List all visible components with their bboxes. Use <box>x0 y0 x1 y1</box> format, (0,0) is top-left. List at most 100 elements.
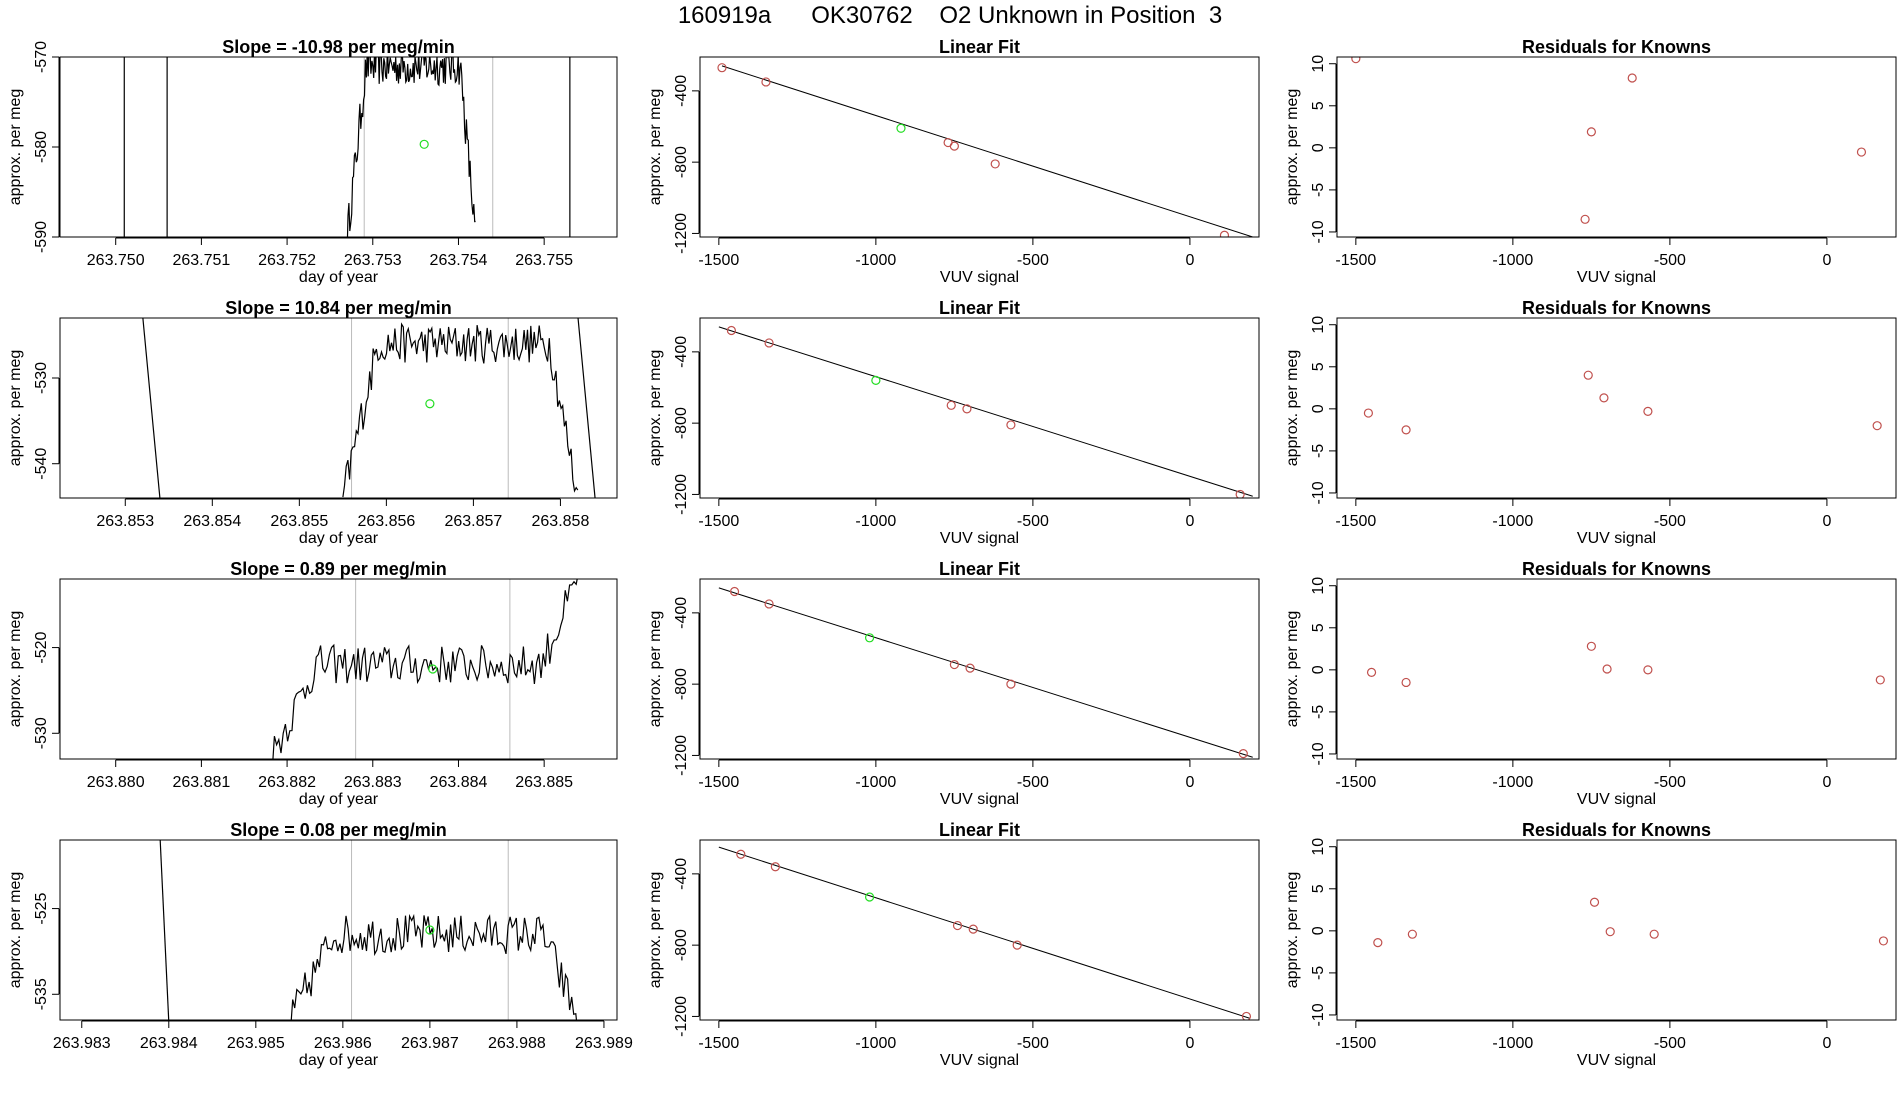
known-point <box>1006 420 1016 430</box>
known-point <box>1878 936 1889 946</box>
panel-title: Slope = -10.98 per meg/min <box>222 37 455 57</box>
x-axis-label: VUV signal <box>940 1052 1019 1069</box>
x-tick-label: 263.855 <box>270 513 328 530</box>
y-axis-label: approx. per meg <box>7 611 24 728</box>
known-point <box>952 920 963 931</box>
panel-title: Linear Fit <box>939 820 1020 840</box>
plot-frame <box>59 839 618 1021</box>
x-tick-label: -1000 <box>855 513 896 530</box>
x-tick-label: 263.989 <box>575 1035 633 1052</box>
x-tick-label: 263.882 <box>258 774 316 791</box>
known-point <box>1580 214 1590 224</box>
y-axis-label: approx. per meg <box>1284 350 1301 467</box>
x-tick-label: -1500 <box>698 774 739 791</box>
y-tick-label: -400 <box>673 75 690 107</box>
known-point <box>1219 230 1230 237</box>
plot-area <box>1363 370 1882 435</box>
x-tick-label: 263.853 <box>96 513 154 530</box>
plot-frame <box>699 317 1260 499</box>
x-axis-label: day of year <box>299 1052 379 1069</box>
x-tick-label: -1000 <box>1492 774 1533 791</box>
plot-area <box>272 579 578 759</box>
y-tick-label: -5 <box>1310 183 1327 197</box>
x-axis-label: VUV signal <box>1577 269 1656 286</box>
x-tick-label: -1500 <box>698 513 739 530</box>
fit-line <box>718 846 1250 1019</box>
x-axis-label: VUV signal <box>940 269 1019 286</box>
y-tick-label: 0 <box>1310 665 1327 674</box>
unknown-point <box>425 399 435 409</box>
panel-time-series-1: Slope = -10.98 per meg/min 263.750 263.751… <box>7 37 618 286</box>
y-tick-label: -10 <box>1310 481 1327 504</box>
known-point <box>726 325 737 336</box>
y-tick-label: -1200 <box>673 474 690 515</box>
panel-residuals-3: Residuals for Knowns -1500 -1000 -500 0 VUV s… <box>1284 559 1897 808</box>
known-point <box>1238 749 1248 759</box>
x-tick-label: -500 <box>1017 1035 1049 1052</box>
known-point <box>729 586 740 597</box>
y-tick-label: 5 <box>1310 623 1327 632</box>
x-tick-label: 263.985 <box>227 1035 285 1052</box>
panel-linear-fit-4: Linear Fit -1500 -1000 -500 0 VUV signal -400 -… <box>647 820 1260 1069</box>
unknown-point <box>419 139 429 149</box>
y-tick-label: 10 <box>1310 55 1327 73</box>
known-point <box>965 663 975 673</box>
known-point <box>770 862 780 872</box>
x-tick-label: 263.754 <box>430 252 488 269</box>
x-tick-label: 263.856 <box>357 513 415 530</box>
known-point <box>946 400 956 410</box>
y-tick-label: -400 <box>673 858 690 890</box>
plot-area <box>159 840 578 1020</box>
y-tick-label: 10 <box>1310 838 1327 856</box>
known-point <box>1589 897 1600 907</box>
known-point <box>1649 929 1659 939</box>
x-tick-label: 263.984 <box>140 1035 198 1052</box>
panel-linear-fit-2: Linear Fit -1500 -1000 -500 0 VUV signal -400 -… <box>647 298 1260 547</box>
y-tick-label: 5 <box>1310 101 1327 110</box>
plot-area <box>717 63 1253 237</box>
known-point <box>1602 664 1612 674</box>
panel-title: Residuals for Knowns <box>1522 820 1711 840</box>
x-tick-label: 263.883 <box>344 774 402 791</box>
x-tick-label: 263.857 <box>444 513 502 530</box>
y-tick-label: 10 <box>1310 316 1327 334</box>
y-axis-label: approx. per meg <box>647 89 664 206</box>
x-tick-label: -1500 <box>698 252 739 269</box>
y-tick-label: -570 <box>33 41 50 73</box>
y-axis-label: approx. per meg <box>7 350 24 467</box>
y-tick-label: -800 <box>673 668 690 700</box>
x-axis-label: day of year <box>299 791 379 808</box>
known-point <box>1373 938 1383 948</box>
known-point <box>962 404 972 414</box>
known-point <box>1363 408 1374 418</box>
known-point <box>990 159 1000 169</box>
known-point <box>1643 406 1653 416</box>
plot-frame <box>1336 56 1897 238</box>
known-point <box>1351 57 1361 64</box>
y-tick-label: 0 <box>1310 404 1327 413</box>
plot-area <box>1373 897 1889 948</box>
known-point <box>949 659 959 670</box>
fit-line <box>718 587 1253 758</box>
x-tick-label: 0 <box>1822 252 1831 269</box>
known-point <box>1856 147 1867 157</box>
y-tick-label: -800 <box>673 407 690 439</box>
y-tick-label: -800 <box>673 929 690 961</box>
x-tick-label: 0 <box>1185 513 1194 530</box>
x-tick-label: 263.988 <box>488 1035 546 1052</box>
known-point <box>1366 667 1377 677</box>
x-tick-label: -1500 <box>1335 774 1376 791</box>
y-tick-label: -10 <box>1310 1003 1327 1026</box>
known-point <box>1643 665 1653 675</box>
known-point <box>1241 1011 1252 1020</box>
y-tick-label: -400 <box>673 597 690 629</box>
y-tick-label: -580 <box>33 131 50 163</box>
x-tick-label: -500 <box>1017 252 1049 269</box>
trace-segment <box>142 318 161 498</box>
panel-title: Residuals for Knowns <box>1522 37 1711 57</box>
known-point <box>1627 73 1637 83</box>
x-tick-label: 263.987 <box>401 1035 459 1052</box>
plot-area <box>718 325 1253 498</box>
trace-line <box>346 57 476 237</box>
y-tick-label: -540 <box>33 448 50 480</box>
